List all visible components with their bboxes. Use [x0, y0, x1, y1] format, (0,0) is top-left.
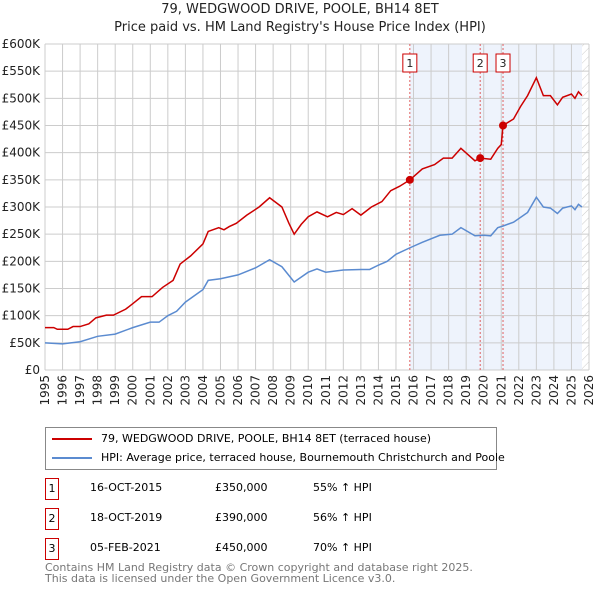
- y-tick-label: £400K: [2, 146, 42, 160]
- legend-swatch: [52, 438, 92, 440]
- x-tick-label: 2010: [301, 375, 315, 406]
- x-tick-label: 1999: [108, 375, 122, 406]
- y-tick-label: £300K: [2, 200, 42, 214]
- x-tick-label: 2003: [178, 375, 192, 406]
- footer-line: This data is licensed under the Open Gov…: [45, 572, 396, 585]
- sale-number: 2: [45, 508, 59, 530]
- legend-swatch: [52, 457, 92, 459]
- x-tick-label: 2006: [231, 375, 245, 406]
- y-tick-label: £600K: [2, 37, 42, 51]
- x-tick-label: 2016: [407, 375, 421, 406]
- sale-row: 1 16-OCT-2015 £350,000 55% ↑ HPI: [45, 478, 545, 500]
- chart-title: 79, WEDGWOOD DRIVE, POOLE, BH14 8ET: [161, 2, 439, 17]
- sale-hpi: 55% ↑ HPI: [313, 481, 372, 494]
- sale-hpi: 56% ↑ HPI: [313, 511, 372, 524]
- sale-price: £450,000: [215, 541, 268, 554]
- x-tick-label: 2025: [564, 375, 578, 406]
- legend: 79, WEDGWOOD DRIVE, POOLE, BH14 8ET (ter…: [45, 427, 505, 470]
- sale-row: 3 05-FEB-2021 £450,000 70% ↑ HPI: [45, 538, 545, 560]
- x-tick-label: 2020: [477, 375, 491, 406]
- x-tick-label: 2017: [424, 375, 438, 406]
- x-tick-label: 1996: [56, 375, 70, 406]
- y-tick-label: £450K: [2, 119, 42, 133]
- y-tick-label: £250K: [2, 227, 42, 241]
- x-tick-label: 2001: [143, 375, 157, 406]
- sale-marker-label: 3: [500, 57, 507, 70]
- sale-row: 2 18-OCT-2019 £390,000 56% ↑ HPI: [45, 508, 545, 530]
- x-tick-label: 2018: [442, 375, 456, 406]
- y-tick-label: £200K: [2, 254, 42, 268]
- footer-line: Contains HM Land Registry data © Crown c…: [45, 561, 473, 574]
- y-tick-label: £500K: [2, 91, 42, 105]
- x-tick-label: 2008: [266, 375, 280, 406]
- x-tick-label: 2007: [249, 375, 263, 406]
- sale-point: [476, 154, 485, 163]
- x-tick-label: 2023: [529, 375, 543, 406]
- sale-date: 05-FEB-2021: [90, 541, 161, 554]
- x-tick-label: 2015: [389, 375, 403, 406]
- series-line: [45, 75, 583, 330]
- legend-label: 79, WEDGWOOD DRIVE, POOLE, BH14 8ET (ter…: [101, 432, 432, 445]
- sale-date: 16-OCT-2015: [90, 481, 163, 494]
- y-tick-label: £50K: [9, 336, 41, 350]
- sale-number: 3: [45, 538, 59, 560]
- sale-point: [405, 175, 414, 184]
- x-tick-label: 2012: [336, 375, 350, 406]
- x-tick-label: 2002: [161, 375, 175, 406]
- sale-marker-label: 1: [406, 57, 413, 70]
- x-tick-label: 2014: [371, 375, 385, 406]
- sale-marker-label: 2: [477, 57, 484, 70]
- sale-price: £350,000: [215, 481, 268, 494]
- sale-marker-box: [402, 53, 418, 73]
- x-tick-label: 2019: [459, 375, 473, 406]
- x-tick-label: 2000: [126, 375, 140, 406]
- x-tick-label: 1995: [38, 375, 52, 406]
- chart-subtitle: Price paid vs. HM Land Registry's House …: [114, 20, 486, 35]
- y-tick-label: £150K: [2, 282, 42, 296]
- sale-date: 18-OCT-2019: [90, 511, 163, 524]
- sale-marker-box: [472, 53, 488, 73]
- x-tick-label: 2022: [512, 375, 526, 406]
- sale-point: [499, 121, 508, 130]
- sale-hpi: 70% ↑ HPI: [313, 541, 372, 554]
- series-line: [44, 195, 583, 345]
- x-tick-label: 2013: [354, 375, 368, 406]
- x-tick-label: 1997: [73, 375, 87, 406]
- y-tick-label: £550K: [2, 64, 42, 78]
- x-tick-label: 2004: [196, 375, 210, 406]
- legend-label: HPI: Average price, terraced house, Bour…: [101, 451, 505, 464]
- x-tick-label: 2026: [582, 375, 596, 406]
- sale-price: £390,000: [215, 511, 268, 524]
- footer: Contains HM Land Registry data © Crown c…: [45, 562, 473, 584]
- y-tick-label: £100K: [2, 309, 42, 323]
- sale-marker-box: [495, 53, 511, 73]
- x-tick-label: 1998: [91, 375, 105, 406]
- x-tick-label: 2021: [494, 375, 508, 406]
- y-tick-label: £0: [25, 363, 40, 377]
- plot-area: 1995 1996 1997 1998 1999 2000 2001 2002 2003 2004…: [2, 37, 596, 406]
- x-tick-label: 2024: [547, 375, 561, 406]
- y-tick-label: £350K: [2, 173, 42, 187]
- sale-number: 1: [45, 478, 59, 500]
- x-tick-label: 2009: [284, 375, 298, 406]
- x-tick-label: 2011: [319, 375, 333, 406]
- x-tick-label: 2005: [213, 375, 227, 406]
